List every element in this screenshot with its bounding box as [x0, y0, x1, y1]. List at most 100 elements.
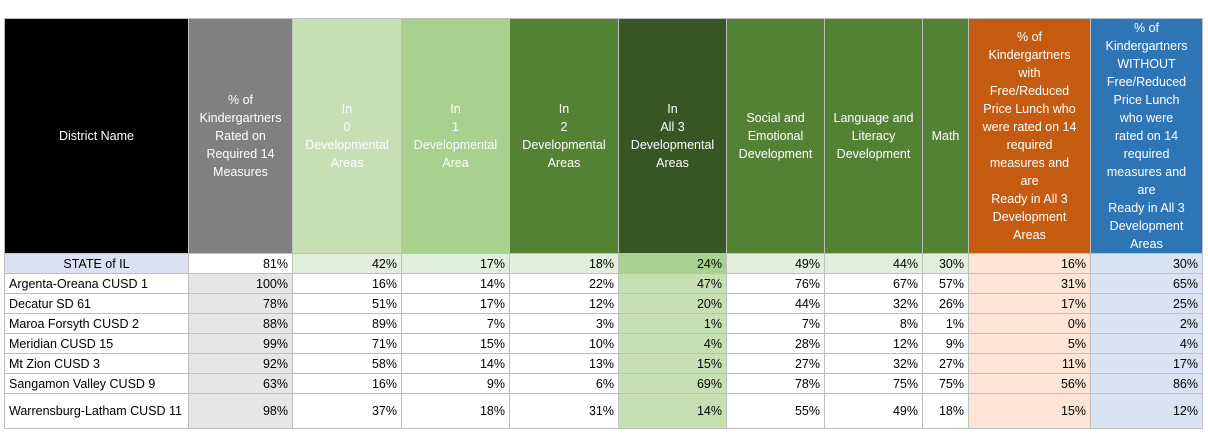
cell-social: 44% — [726, 293, 825, 314]
cell-all3: 24% — [618, 253, 727, 274]
table-row: Sangamon Valley CUSD 9 63% 16% 9% 6% 69%… — [4, 373, 1203, 394]
cell-in0: 51% — [292, 293, 402, 314]
cell-district-name: Argenta-Oreana CUSD 1 — [4, 273, 189, 294]
cell-no-frl: 86% — [1090, 373, 1203, 394]
cell-in1: 18% — [401, 393, 510, 429]
cell-no-frl: 25% — [1090, 293, 1203, 314]
cell-in0: 37% — [292, 393, 402, 429]
cell-no-frl: 12% — [1090, 393, 1203, 429]
cell-language: 49% — [824, 393, 923, 429]
cell-frl: 5% — [968, 333, 1091, 354]
cell-district-name: STATE of IL — [4, 253, 189, 274]
header-math: Math — [922, 18, 969, 254]
cell-all3: 4% — [618, 333, 727, 354]
cell-in1: 7% — [401, 313, 510, 334]
cell-rated: 81% — [188, 253, 293, 274]
cell-social: 28% — [726, 333, 825, 354]
header-district-name: District Name — [4, 18, 189, 254]
cell-in0: 71% — [292, 333, 402, 354]
cell-all3: 47% — [618, 273, 727, 294]
table-row: Decatur SD 61 78% 51% 17% 12% 20% 44% 32… — [4, 293, 1203, 314]
cell-math: 75% — [922, 373, 969, 394]
header-row: District Name % of Kindergartners Rated … — [4, 18, 1203, 254]
cell-all3: 1% — [618, 313, 727, 334]
cell-social: 78% — [726, 373, 825, 394]
kindergarten-readiness-table: District Name % of Kindergartners Rated … — [4, 18, 1203, 429]
cell-no-frl: 2% — [1090, 313, 1203, 334]
cell-rated: 100% — [188, 273, 293, 294]
cell-in0: 16% — [292, 373, 402, 394]
cell-frl: 56% — [968, 373, 1091, 394]
header-in-2-areas: In 2 Developmental Areas — [509, 18, 619, 254]
cell-math: 1% — [922, 313, 969, 334]
cell-frl: 11% — [968, 353, 1091, 374]
cell-social: 27% — [726, 353, 825, 374]
cell-in2: 31% — [509, 393, 619, 429]
cell-in0: 42% — [292, 253, 402, 274]
cell-district-name: Sangamon Valley CUSD 9 — [4, 373, 189, 394]
cell-frl: 0% — [968, 313, 1091, 334]
table-row: Mt Zion CUSD 3 92% 58% 14% 13% 15% 27% 3… — [4, 353, 1203, 374]
cell-district-name: Mt Zion CUSD 3 — [4, 353, 189, 374]
cell-no-frl: 17% — [1090, 353, 1203, 374]
cell-all3: 15% — [618, 353, 727, 374]
table-row: Argenta-Oreana CUSD 1 100% 16% 14% 22% 4… — [4, 273, 1203, 294]
cell-language: 8% — [824, 313, 923, 334]
cell-district-name: Warrensburg-Latham CUSD 11 — [4, 393, 189, 429]
header-in-1-area: In 1 Developmental Area — [401, 18, 510, 254]
cell-in2: 13% — [509, 353, 619, 374]
cell-rated: 92% — [188, 353, 293, 374]
cell-in2: 18% — [509, 253, 619, 274]
cell-rated: 98% — [188, 393, 293, 429]
header-in-0-areas: In 0 Developmental Areas — [292, 18, 402, 254]
cell-no-frl: 65% — [1090, 273, 1203, 294]
table-row: Warrensburg-Latham CUSD 11 98% 37% 18% 3… — [4, 393, 1203, 429]
cell-math: 57% — [922, 273, 969, 294]
cell-in1: 17% — [401, 253, 510, 274]
cell-all3: 14% — [618, 393, 727, 429]
cell-language: 12% — [824, 333, 923, 354]
header-percent-rated: % of Kindergartners Rated on Required 14… — [188, 18, 293, 254]
cell-language: 75% — [824, 373, 923, 394]
cell-math: 9% — [922, 333, 969, 354]
cell-in1: 14% — [401, 353, 510, 374]
cell-math: 27% — [922, 353, 969, 374]
cell-language: 32% — [824, 293, 923, 314]
cell-all3: 69% — [618, 373, 727, 394]
cell-math: 26% — [922, 293, 969, 314]
cell-district-name: Decatur SD 61 — [4, 293, 189, 314]
cell-district-name: Maroa Forsyth CUSD 2 — [4, 313, 189, 334]
cell-frl: 16% — [968, 253, 1091, 274]
cell-in2: 3% — [509, 313, 619, 334]
cell-all3: 20% — [618, 293, 727, 314]
cell-in0: 16% — [292, 273, 402, 294]
table-row: Meridian CUSD 15 99% 71% 15% 10% 4% 28% … — [4, 333, 1203, 354]
cell-social: 76% — [726, 273, 825, 294]
cell-no-frl: 4% — [1090, 333, 1203, 354]
cell-in1: 9% — [401, 373, 510, 394]
cell-math: 30% — [922, 253, 969, 274]
cell-rated: 78% — [188, 293, 293, 314]
cell-frl: 17% — [968, 293, 1091, 314]
cell-social: 55% — [726, 393, 825, 429]
cell-rated: 99% — [188, 333, 293, 354]
cell-language: 44% — [824, 253, 923, 274]
cell-social: 7% — [726, 313, 825, 334]
cell-language: 32% — [824, 353, 923, 374]
cell-language: 67% — [824, 273, 923, 294]
cell-no-frl: 30% — [1090, 253, 1203, 274]
cell-in2: 22% — [509, 273, 619, 294]
cell-in1: 17% — [401, 293, 510, 314]
cell-in2: 10% — [509, 333, 619, 354]
cell-rated: 63% — [188, 373, 293, 394]
header-language-literacy: Language and Literacy Development — [824, 18, 923, 254]
cell-in0: 58% — [292, 353, 402, 374]
cell-rated: 88% — [188, 313, 293, 334]
header-social-emotional: Social and Emotional Development — [726, 18, 825, 254]
header-without-free-reduced-lunch: % of Kindergartners WITHOUT Free/Reduced… — [1090, 18, 1203, 254]
table-row-state: STATE of IL 81% 42% 17% 18% 24% 49% 44% … — [4, 253, 1203, 274]
cell-in2: 12% — [509, 293, 619, 314]
cell-frl: 31% — [968, 273, 1091, 294]
table-row: Maroa Forsyth CUSD 2 88% 89% 7% 3% 1% 7%… — [4, 313, 1203, 334]
header-free-reduced-lunch: % of Kindergartners with Free/Reduced Pr… — [968, 18, 1091, 254]
